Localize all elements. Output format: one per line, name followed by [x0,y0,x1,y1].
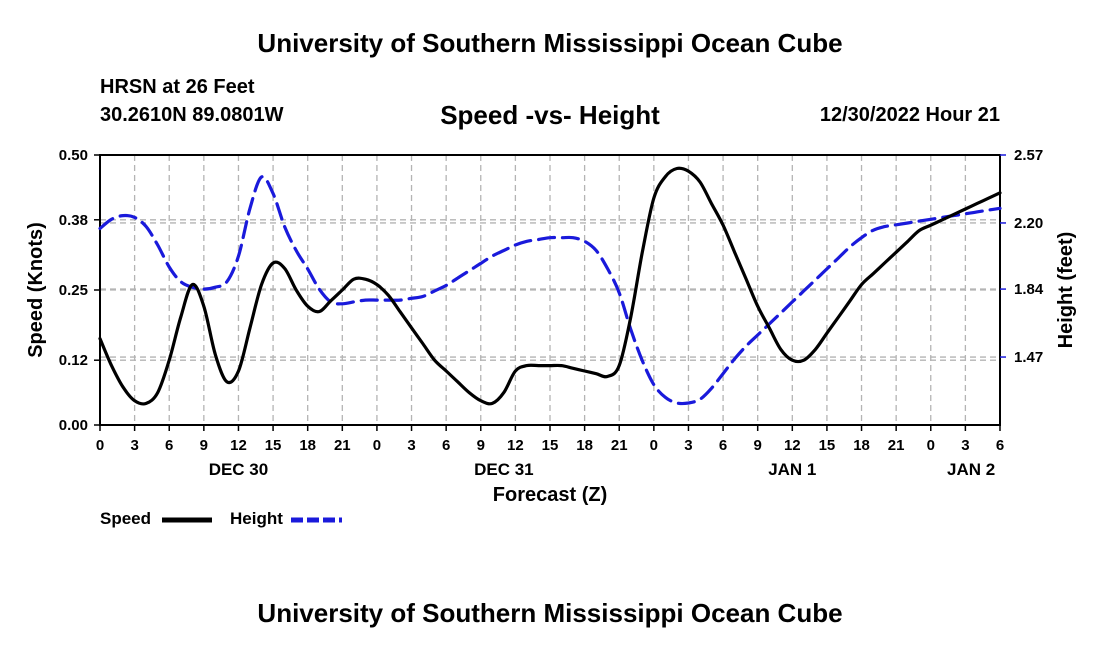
page-title: University of Southern Mississippi Ocean… [257,28,843,58]
y-tick-label: 0.25 [59,282,88,299]
y-tick-label: 0.38 [59,212,88,229]
x-tick-label: 12 [784,437,801,454]
x-tick-label: 12 [507,437,524,454]
x-tick-label: 18 [853,437,870,454]
height-series-line [98,175,1002,406]
x-tick-label: 9 [200,437,208,454]
x-tick-label: 21 [334,437,351,454]
legend-height-label: Height [230,509,283,528]
y2-tick-label: 1.47 [1014,349,1043,366]
x-tick-label: 15 [819,437,836,454]
station-coordinates: 30.2610N 89.0801W [100,104,284,126]
x-tick-label: 6 [165,437,173,454]
x-tick-label: 0 [96,437,104,454]
x-tick-label: 3 [407,437,415,454]
x-tick-label: 9 [754,437,762,454]
y2-tick-label: 1.84 [1014,281,1044,298]
x-tick-label: 18 [299,437,316,454]
legend-speed-label: Speed [100,509,152,528]
y-tick-label: 0.00 [59,417,88,434]
chart-title: Speed -vs- Height [440,100,660,130]
x-tick-label: 21 [888,437,905,454]
y-tick-label: 0.12 [59,352,88,369]
x-tick-label: 3 [961,437,969,454]
x-date-label: JAN 1 [768,460,816,479]
x-tick-label: 18 [576,437,593,454]
x-tick-label: 0 [927,437,935,454]
y2-tick-label: 2.20 [1014,215,1043,232]
x-tick-label: 12 [230,437,247,454]
x-tick-label: 21 [611,437,628,454]
x-tick-label: 0 [650,437,658,454]
x-date-label: DEC 31 [474,460,534,479]
footer-title: University of Southern Mississippi Ocean… [257,598,843,628]
station-name: HRSN at 26 Feet [100,76,255,98]
x-date-label: JAN 2 [947,460,995,479]
x-tick-label: 9 [477,437,485,454]
x-tick-label: 0 [373,437,381,454]
speed-series-line [98,166,1002,406]
y-tick-label: 0.50 [59,147,88,164]
x-axis-label: Forecast (Z) [493,484,607,506]
x-tick-label: 6 [442,437,450,454]
y2-axis-label: Height (feet) [1055,232,1077,349]
x-tick-label: 15 [265,437,282,454]
x-tick-label: 3 [130,437,138,454]
y-axis-label: Speed (Knots) [25,222,47,358]
forecast-datetime: 12/30/2022 Hour 21 [819,104,1000,126]
x-tick-label: 6 [719,437,727,454]
x-date-label: DEC 30 [209,460,269,479]
y2-tick-label: 2.57 [1014,147,1043,164]
x-tick-label: 3 [684,437,692,454]
x-tick-label: 6 [996,437,1004,454]
x-tick-label: 15 [542,437,559,454]
